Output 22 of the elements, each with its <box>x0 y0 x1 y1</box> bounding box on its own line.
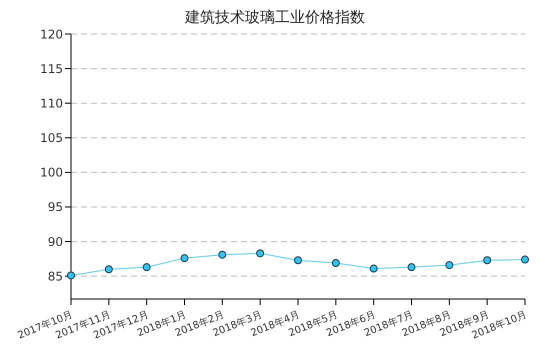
y-tick-label: 110 <box>40 96 63 110</box>
point <box>408 263 416 272</box>
point <box>67 271 75 280</box>
y-tick-label: 115 <box>40 62 63 76</box>
chart-title: 建筑技术玻璃工业价格指数 <box>184 8 366 27</box>
point <box>218 250 226 259</box>
y-tick-label: 100 <box>40 166 63 180</box>
point <box>104 265 113 274</box>
point <box>445 261 454 270</box>
y-tick-label: 105 <box>40 131 63 146</box>
point <box>294 256 302 264</box>
y-tick-label: 85 <box>48 269 63 284</box>
y-tick-label: 120 <box>40 27 63 42</box>
point <box>256 249 264 258</box>
point <box>370 264 378 273</box>
point <box>521 256 529 264</box>
y-tick-label: 95 <box>48 200 63 214</box>
y-tick-label: 90 <box>48 234 63 249</box>
point <box>483 256 492 264</box>
point <box>332 259 340 268</box>
point <box>142 263 151 272</box>
point <box>180 254 188 262</box>
